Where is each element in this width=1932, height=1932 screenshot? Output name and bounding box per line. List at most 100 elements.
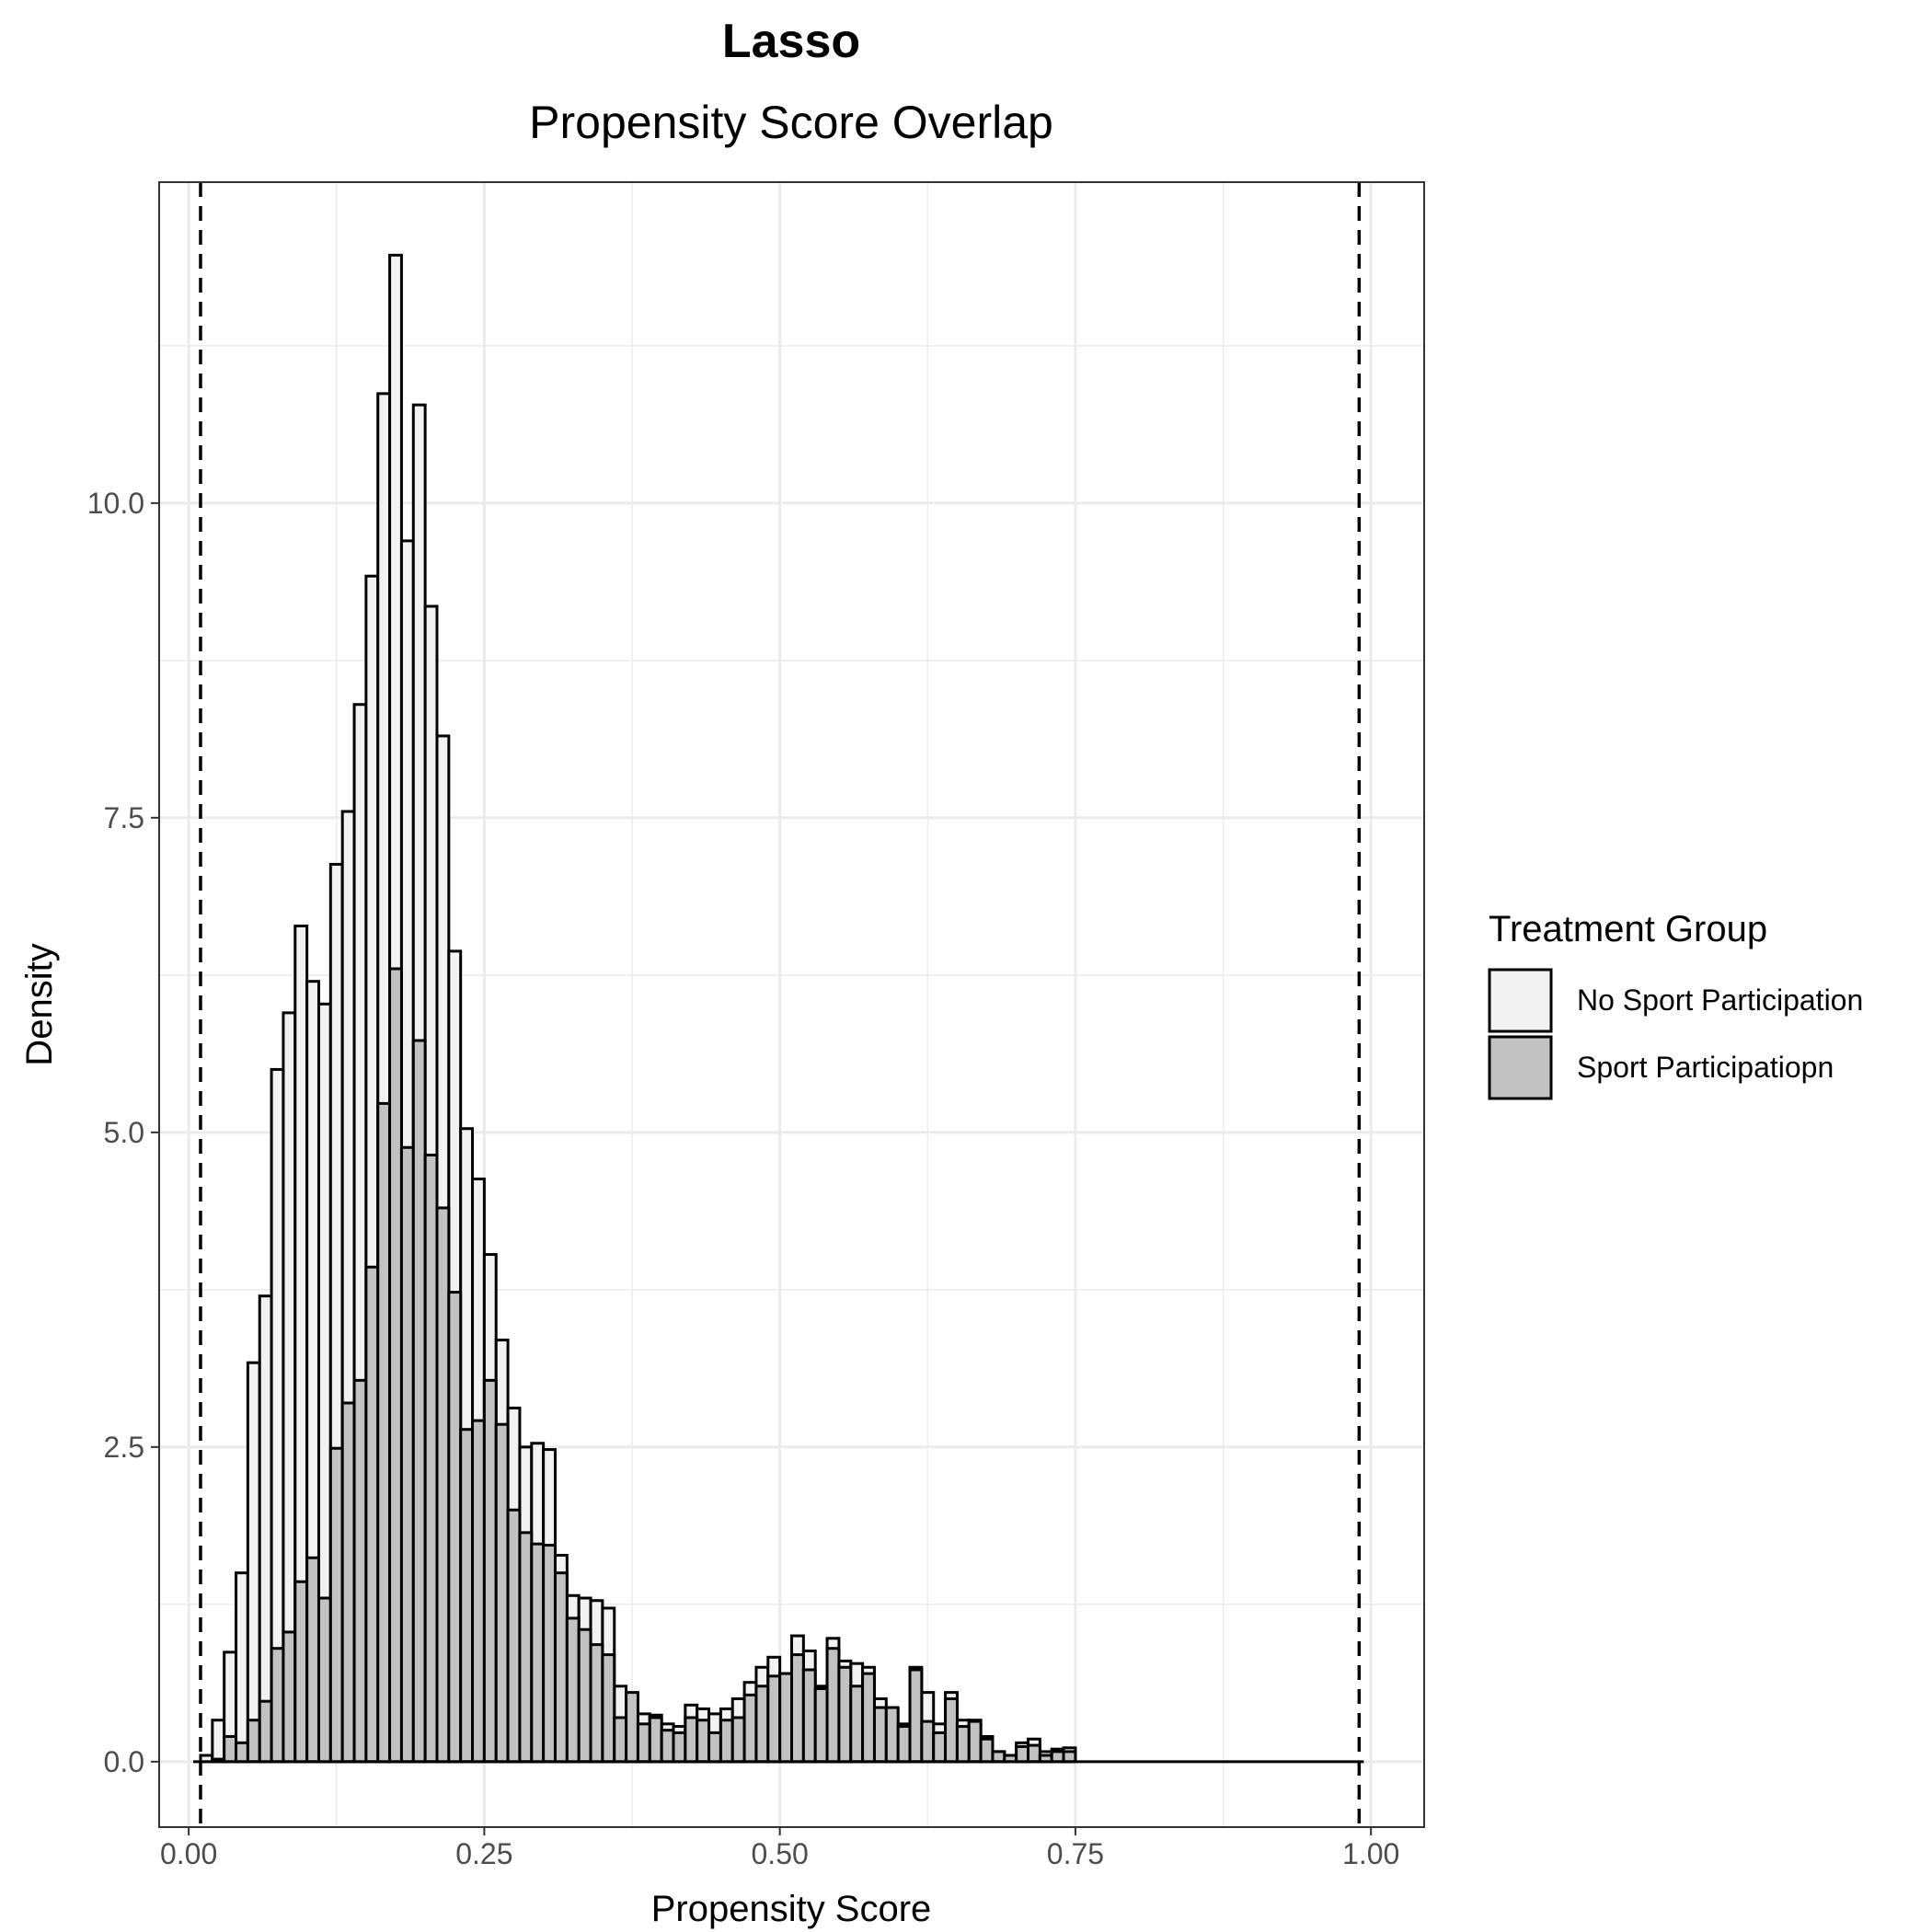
- x-tick-label: 0.25: [455, 1837, 512, 1870]
- histogram-bar: [388, 967, 403, 1764]
- histogram-bar: [589, 1643, 604, 1764]
- y-tick-label: 5.0: [104, 1116, 144, 1149]
- histogram-bar: [872, 1706, 888, 1764]
- legend-items: No Sport Participation Sport Participatio…: [1488, 968, 1863, 1100]
- histogram-bar: [530, 1542, 546, 1764]
- histogram-bar: [944, 1696, 959, 1764]
- histogram-bar: [258, 1294, 273, 1764]
- legend-title: Treatment Group: [1489, 909, 1767, 949]
- histogram-bar: [352, 1378, 368, 1764]
- y-tick-label: 0.0: [104, 1745, 144, 1778]
- histogram-bar: [790, 1653, 805, 1764]
- y-tick-label: 7.5: [104, 801, 144, 834]
- histogram-bar: [542, 1544, 557, 1764]
- dashed-reference-lines: [199, 182, 1362, 1827]
- histogram-bar: [979, 1737, 995, 1764]
- histogram-bar: [258, 1699, 273, 1764]
- histogram-bar: [282, 1630, 297, 1764]
- histogram-bar: [211, 1719, 226, 1764]
- histogram-bar: [246, 1361, 261, 1764]
- histogram-bar: [742, 1693, 758, 1764]
- histogram-bar: [613, 1716, 628, 1764]
- y-tick-label: 10.0: [87, 487, 144, 520]
- histogram-bar: [518, 1531, 534, 1764]
- histogram-bar: [672, 1731, 687, 1764]
- histogram-bar: [293, 1580, 309, 1764]
- histogram-bar: [471, 1419, 486, 1764]
- bars-sport-participation: [211, 967, 1077, 1764]
- histogram-bar: [1050, 1750, 1065, 1764]
- histogram-bar: [577, 1627, 592, 1764]
- histogram-bar: [399, 1145, 415, 1764]
- histogram-bar: [696, 1719, 711, 1764]
- histogram-bar: [506, 1508, 522, 1764]
- histogram-bar: [411, 1039, 427, 1764]
- x-tick-label: 0.50: [752, 1837, 809, 1870]
- x-tick-label: 0.75: [1047, 1837, 1104, 1870]
- histogram-bar: [423, 1153, 439, 1764]
- histogram-bar: [660, 1729, 675, 1764]
- histogram-bar: [364, 1265, 380, 1764]
- chart-subtitle: Propensity Score Overlap: [529, 97, 1053, 148]
- histogram-bar: [967, 1719, 983, 1764]
- histogram-bar: [920, 1719, 936, 1764]
- histogram-bar: [754, 1685, 770, 1764]
- histogram-bar: [861, 1672, 876, 1764]
- legend-key-swatch: [1488, 1035, 1553, 1100]
- histogram-bar: [494, 1422, 510, 1764]
- histogram-bar: [565, 1616, 581, 1764]
- histogram-bar: [837, 1665, 853, 1764]
- histogram-bar: [719, 1719, 734, 1764]
- histogram-bar: [801, 1668, 817, 1764]
- histogram-bar: [553, 1571, 569, 1764]
- histogram-bar: [1027, 1743, 1041, 1764]
- x-axis-ticks: 0.00 0.25 0.50 0.75 1.00: [160, 1827, 1399, 1870]
- legend-label: Sport Participatiopn: [1577, 1051, 1834, 1084]
- histogram-bar: [1015, 1744, 1030, 1764]
- histogram-bar: [908, 1668, 924, 1764]
- histogram-bar: [684, 1716, 699, 1764]
- x-tick-label: 0.00: [160, 1837, 217, 1870]
- legend-key-swatch: [1488, 968, 1553, 1033]
- legend-label: No Sport Participation: [1577, 983, 1863, 1017]
- histogram-bar: [459, 1428, 475, 1764]
- histogram-bar: [601, 1653, 616, 1764]
- histogram-bar: [991, 1750, 1006, 1764]
- y-axis-ticks: 0.0 2.5 5.0 7.5 10.0: [87, 487, 159, 1778]
- panel-border: [158, 181, 1425, 1828]
- histogram-bar: [625, 1691, 639, 1764]
- histogram-bar: [435, 1206, 451, 1764]
- histogram-bar: [932, 1731, 948, 1764]
- legend: Treatment Group No Sport Participation Sp…: [1488, 909, 1863, 1100]
- y-tick-label: 2.5: [104, 1431, 144, 1464]
- histogram-bar: [707, 1731, 722, 1764]
- histogram-bar: [235, 1741, 249, 1764]
- histogram-bar: [778, 1672, 794, 1764]
- histogram-bar: [813, 1687, 829, 1764]
- histogram-bar: [766, 1674, 782, 1764]
- histogram-bar: [340, 1401, 356, 1764]
- histogram-bar: [246, 1719, 261, 1764]
- histogram-bar: [270, 1647, 285, 1764]
- histogram-bar: [447, 1291, 463, 1764]
- histogram-bar: [648, 1716, 663, 1764]
- histogram-bar: [730, 1716, 746, 1764]
- plot-area: [158, 181, 1425, 1828]
- histogram-bar: [223, 1735, 238, 1764]
- chart-title: Lasso: [722, 15, 860, 68]
- histogram-bar: [235, 1571, 249, 1764]
- histogram-bar: [636, 1722, 651, 1764]
- histogram-bar: [896, 1725, 912, 1764]
- histogram-bar: [849, 1685, 865, 1764]
- histogram-bar: [1062, 1750, 1077, 1764]
- histogram-bar: [376, 1101, 392, 1764]
- histogram-bar: [482, 1378, 498, 1764]
- histogram-bar: [316, 1596, 332, 1764]
- y-axis-title: Density: [19, 943, 60, 1065]
- histogram-bar: [884, 1706, 900, 1764]
- x-tick-label: 1.00: [1342, 1837, 1399, 1870]
- histogram-bar: [955, 1725, 971, 1764]
- x-axis-title: Propensity Score: [651, 1889, 932, 1929]
- histogram-bar: [305, 1556, 320, 1764]
